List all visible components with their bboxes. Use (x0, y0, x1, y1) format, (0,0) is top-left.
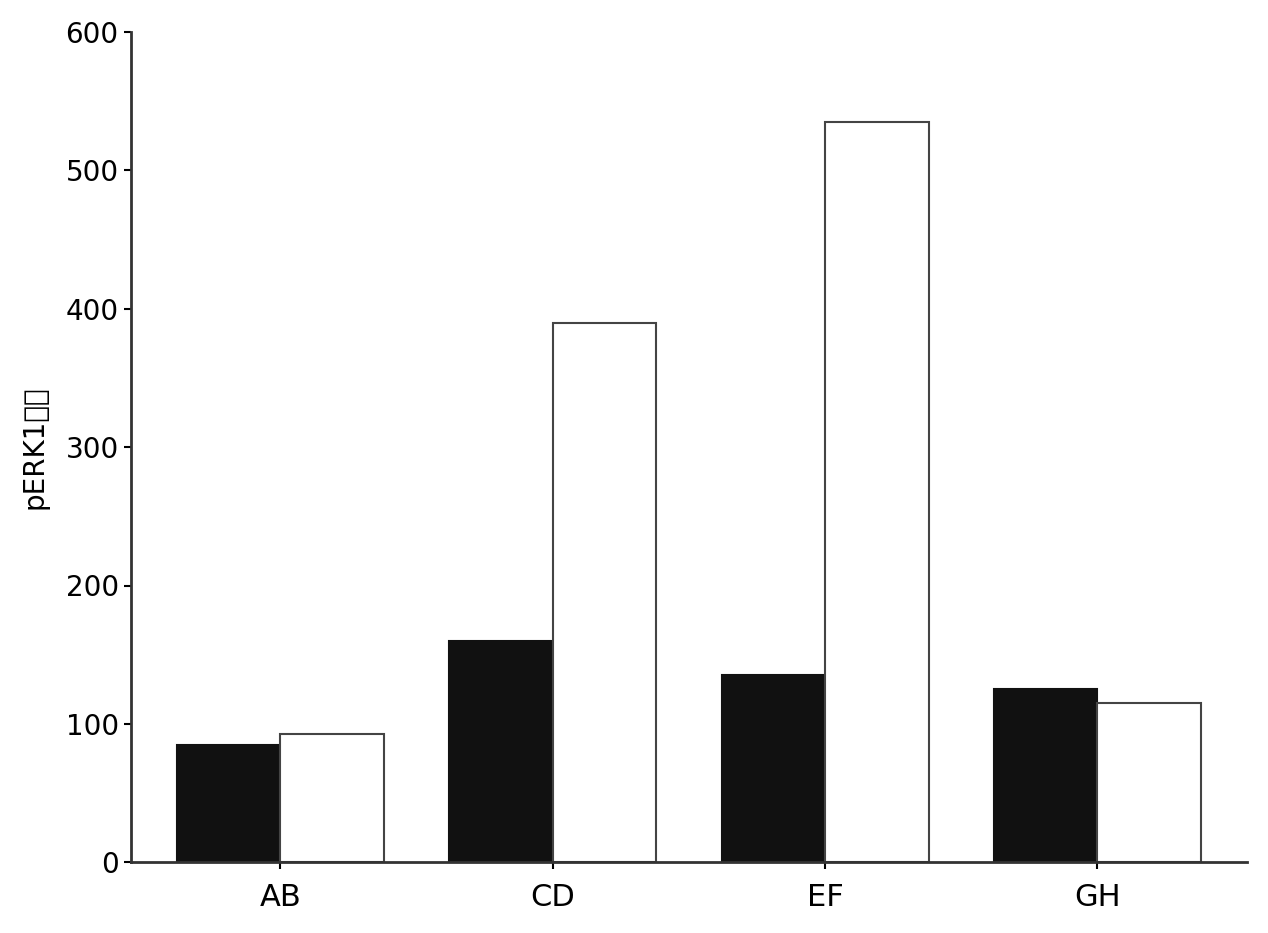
Bar (280, 733, 384, 862)
Bar (825, 122, 928, 862)
Bar (1097, 703, 1201, 862)
Bar (449, 641, 553, 862)
Y-axis label: pERK1水平: pERK1水平 (20, 385, 49, 508)
Bar (721, 675, 825, 862)
Bar (176, 745, 280, 862)
Bar (994, 689, 1097, 862)
Bar (553, 323, 656, 862)
